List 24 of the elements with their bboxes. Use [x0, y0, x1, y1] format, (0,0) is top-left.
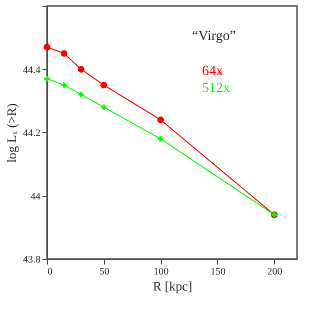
y-axis-title: log Lₓ (>R) [4, 103, 19, 163]
y-tick-label: 43.8 [23, 254, 40, 266]
point [44, 76, 50, 82]
point [158, 136, 164, 142]
point [78, 66, 84, 73]
x-tick-label: 150 [210, 266, 226, 278]
annotation: “Virgo” [192, 29, 236, 44]
point [60, 50, 68, 57]
text: 512x [202, 81, 230, 96]
point [44, 44, 50, 50]
point [101, 104, 107, 110]
x-tick-label: 100 [154, 266, 169, 278]
y-tick-label: 44 [30, 191, 40, 202]
point [78, 92, 84, 98]
point [100, 82, 108, 88]
x-tick-label: 50 [99, 266, 110, 278]
x-tick-label: 200 [267, 266, 282, 278]
y-tick-label: 44.4 [23, 64, 40, 76]
text: 64x [202, 64, 223, 79]
point [61, 82, 67, 88]
x-tick-label: 0 [48, 266, 52, 278]
y-tick-label: 44.2 [23, 128, 40, 139]
point [157, 116, 164, 124]
x-axis-title: R [kpc] [152, 278, 192, 294]
